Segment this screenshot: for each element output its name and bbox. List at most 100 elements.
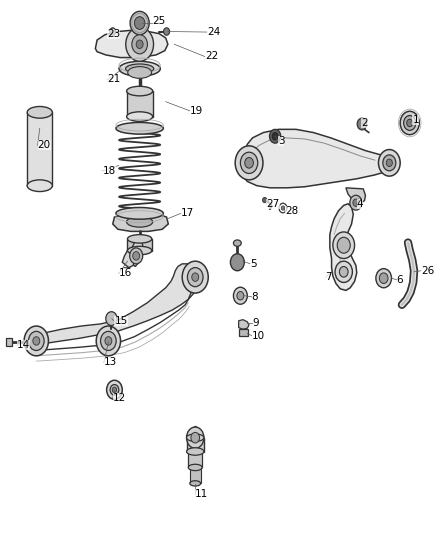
Circle shape [339, 266, 348, 277]
Ellipse shape [190, 481, 201, 486]
Ellipse shape [233, 240, 241, 246]
Polygon shape [122, 248, 135, 268]
Circle shape [133, 252, 140, 260]
Circle shape [383, 155, 396, 171]
Ellipse shape [116, 207, 163, 219]
Text: 4: 4 [357, 199, 364, 209]
Circle shape [106, 312, 117, 326]
Text: 9: 9 [253, 318, 259, 328]
Text: 7: 7 [325, 272, 332, 282]
Polygon shape [95, 30, 168, 58]
Text: 2: 2 [361, 118, 368, 128]
Text: 22: 22 [205, 51, 218, 61]
Ellipse shape [128, 67, 152, 78]
Circle shape [106, 380, 122, 399]
Polygon shape [36, 264, 198, 345]
Circle shape [272, 133, 278, 140]
Text: 21: 21 [107, 75, 120, 84]
Text: 16: 16 [119, 269, 132, 278]
Text: 12: 12 [113, 393, 126, 403]
Circle shape [235, 146, 263, 180]
Circle shape [134, 17, 145, 29]
Text: 18: 18 [103, 166, 116, 176]
Circle shape [350, 195, 362, 210]
Circle shape [262, 197, 267, 203]
Circle shape [400, 111, 419, 135]
Circle shape [182, 261, 208, 293]
Ellipse shape [127, 246, 152, 255]
Circle shape [110, 384, 119, 395]
Circle shape [407, 119, 413, 127]
Circle shape [132, 35, 148, 54]
Bar [27, 112, 53, 185]
Circle shape [126, 27, 154, 61]
Circle shape [333, 232, 355, 259]
Bar [188, 451, 202, 467]
Text: 13: 13 [104, 357, 117, 367]
Circle shape [245, 158, 254, 168]
Polygon shape [346, 188, 365, 203]
Ellipse shape [116, 123, 163, 134]
Circle shape [357, 118, 367, 130]
Polygon shape [113, 212, 168, 231]
Circle shape [237, 292, 244, 300]
Polygon shape [129, 237, 143, 266]
Ellipse shape [127, 235, 152, 243]
Text: 24: 24 [207, 27, 220, 37]
Ellipse shape [187, 434, 204, 441]
Circle shape [130, 248, 143, 264]
Circle shape [28, 332, 44, 351]
Circle shape [386, 159, 392, 166]
Polygon shape [239, 320, 249, 329]
Circle shape [378, 150, 400, 176]
Text: 14: 14 [17, 340, 31, 350]
Text: 6: 6 [397, 275, 403, 285]
Ellipse shape [27, 107, 53, 118]
Polygon shape [330, 204, 357, 290]
Circle shape [187, 268, 203, 287]
Circle shape [335, 261, 353, 282]
Circle shape [191, 432, 200, 443]
Text: 5: 5 [251, 259, 257, 269]
Circle shape [136, 40, 143, 49]
Circle shape [376, 269, 392, 288]
Bar [190, 467, 201, 483]
Circle shape [404, 116, 416, 131]
Text: 17: 17 [181, 208, 194, 219]
Text: 11: 11 [195, 489, 208, 499]
Text: 3: 3 [278, 135, 284, 146]
Ellipse shape [127, 112, 153, 122]
Circle shape [192, 273, 199, 281]
Text: 20: 20 [38, 140, 51, 150]
Circle shape [130, 11, 149, 35]
Ellipse shape [119, 61, 160, 76]
Text: 25: 25 [153, 16, 166, 26]
Bar [127, 91, 153, 117]
Circle shape [230, 254, 244, 271]
Bar [127, 239, 152, 251]
Ellipse shape [188, 464, 202, 471]
Circle shape [269, 130, 281, 143]
Text: 23: 23 [107, 29, 120, 39]
Bar [239, 329, 248, 336]
Circle shape [281, 206, 285, 210]
Ellipse shape [126, 64, 154, 74]
Circle shape [24, 326, 49, 356]
Ellipse shape [127, 86, 153, 96]
Text: 8: 8 [252, 292, 258, 302]
Circle shape [379, 273, 388, 284]
Circle shape [240, 152, 258, 173]
Text: 28: 28 [285, 206, 298, 216]
Circle shape [110, 28, 116, 35]
Ellipse shape [187, 448, 204, 455]
Text: 27: 27 [266, 199, 280, 209]
Text: 10: 10 [252, 330, 265, 341]
Text: 19: 19 [190, 106, 203, 116]
Bar [6, 338, 12, 346]
Text: 26: 26 [421, 266, 434, 276]
Circle shape [101, 332, 116, 351]
Circle shape [33, 337, 40, 345]
Text: 15: 15 [114, 316, 128, 326]
Circle shape [187, 427, 204, 448]
Circle shape [112, 387, 117, 392]
